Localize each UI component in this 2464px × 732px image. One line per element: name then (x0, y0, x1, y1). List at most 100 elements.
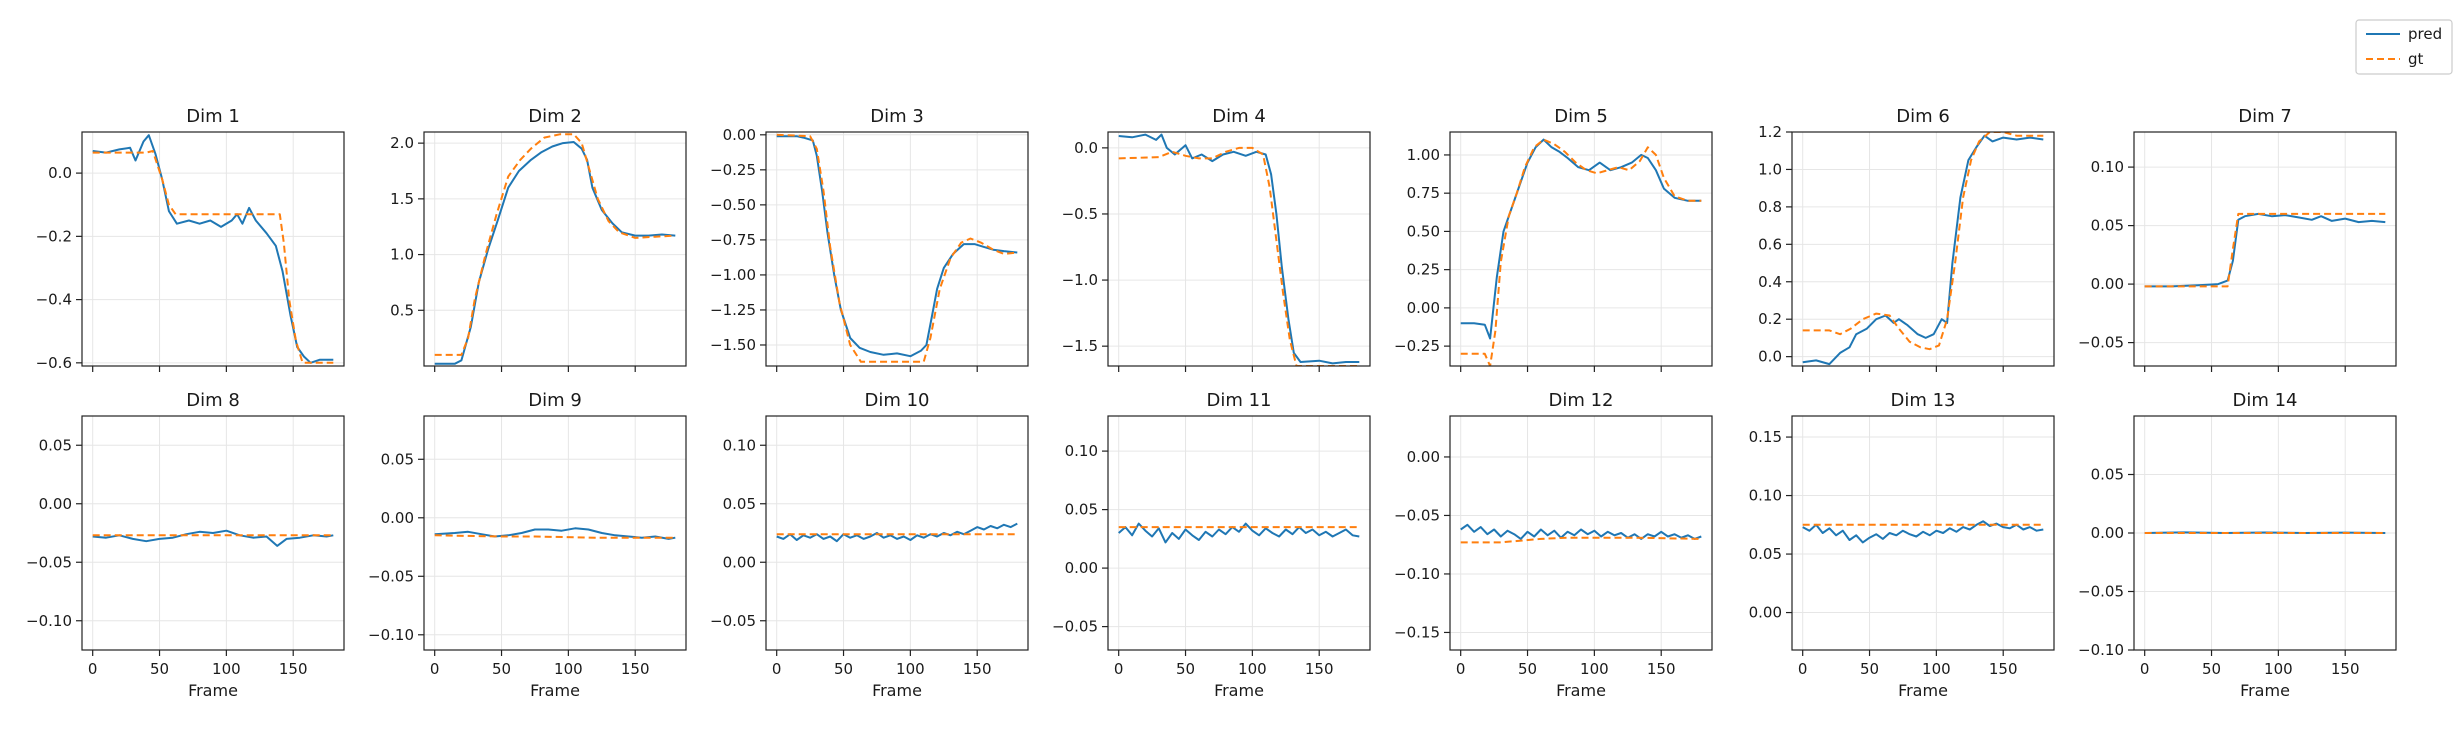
x-tick-label: 100 (1922, 660, 1951, 678)
x-tick-label: 150 (2331, 660, 2360, 678)
y-tick-label: 0.10 (723, 436, 756, 454)
y-tick-label: −0.6 (36, 354, 72, 372)
y-tick-label: 0.00 (723, 126, 756, 144)
x-tick-label: 150 (279, 660, 308, 678)
y-tick-label: −1.25 (710, 301, 756, 319)
y-tick-label: 0.00 (39, 495, 72, 513)
y-tick-label: 0.00 (2091, 524, 2124, 542)
series-line-pred (2144, 212, 2386, 288)
x-tick-label: 50 (2202, 660, 2221, 678)
y-tick-label: −0.05 (1394, 506, 1440, 524)
x-axis-label: Frame (1556, 681, 1606, 700)
axes-frame (423, 131, 687, 367)
series-line-pred (434, 527, 676, 540)
y-tick-label: −0.75 (710, 231, 756, 249)
x-tick-label: 100 (212, 660, 241, 678)
subplot-title: Dim 2 (528, 106, 582, 127)
y-tick-label: 0.10 (2091, 158, 2124, 176)
series-line-pred (1118, 522, 1360, 544)
axes-frame (765, 415, 1029, 651)
series-line-gt (92, 150, 334, 364)
axes-frame (1449, 415, 1713, 651)
x-tick-label: 50 (1176, 660, 1195, 678)
x-tick-label: 0 (2140, 660, 2150, 678)
y-tick-label: 0.05 (2091, 217, 2124, 235)
y-tick-label: 1.00 (1407, 146, 1440, 164)
series-line-gt (1802, 132, 2044, 351)
series-line-pred (1118, 133, 1360, 365)
y-tick-label: −0.10 (2078, 641, 2124, 659)
y-tick-label: −0.10 (1394, 565, 1440, 583)
y-tick-label: 0.00 (1065, 559, 1098, 577)
series-line-pred (92, 134, 334, 364)
series-line-pred (776, 135, 1018, 358)
y-tick-label: 0.05 (1065, 501, 1098, 519)
subplot-title: Dim 1 (186, 106, 240, 127)
subplot-title: Dim 9 (528, 390, 582, 411)
subplot-14: 0 50 100 150 −0.10 −0.05 0.00 0.05 Dim 14 Frame (2078, 390, 2397, 700)
y-tick-label: 2.0 (390, 134, 414, 152)
y-tick-label: 0.05 (39, 436, 72, 454)
subplot-title: Dim 14 (2232, 390, 2297, 411)
subplot-title: Dim 10 (864, 390, 929, 411)
x-tick-label: 100 (2264, 660, 2293, 678)
subplot-13: 0 50 100 150 0.00 0.05 0.10 0.15 Dim 13 Frame (1749, 390, 2055, 700)
y-tick-label: 0.6 (1758, 235, 1782, 253)
y-tick-label: 0.0 (1758, 348, 1782, 366)
subplot-9: 0 50 100 150 −0.10 −0.05 0.00 0.05 Dim 9 Frame (368, 390, 687, 700)
x-axis-label: Frame (872, 681, 922, 700)
series-line-pred (1460, 523, 1702, 540)
y-tick-label: 0.00 (2091, 275, 2124, 293)
y-tick-label: −1.00 (710, 266, 756, 284)
subplot-11: 0 50 100 150 −0.05 0.00 0.05 0.10 Dim 11 Frame (1052, 390, 1371, 700)
legend-label-gt: gt (2408, 50, 2424, 68)
subplot-title: Dim 4 (1212, 106, 1266, 127)
y-tick-label: −0.25 (1394, 337, 1440, 355)
y-tick-label: 0.05 (2091, 466, 2124, 484)
y-tick-label: 1.0 (1758, 160, 1782, 178)
subplot-title: Dim 12 (1548, 390, 1613, 411)
series-line-pred (1460, 138, 1702, 340)
y-tick-label: −1.50 (710, 336, 756, 354)
axes-frame (81, 131, 345, 367)
y-tick-label: 0.00 (1407, 299, 1440, 317)
y-tick-label: −0.05 (2078, 334, 2124, 352)
subplot-title: Dim 8 (186, 390, 240, 411)
y-tick-label: −0.5 (1062, 205, 1098, 223)
legend: pred gt (2355, 19, 2453, 75)
legend-label-pred: pred (2408, 25, 2442, 43)
y-tick-label: 0.05 (1749, 545, 1782, 563)
y-tick-label: −0.10 (368, 626, 414, 644)
y-tick-label: −0.05 (710, 612, 756, 630)
y-tick-label: −1.0 (1062, 271, 1098, 289)
x-tick-label: 100 (896, 660, 925, 678)
subplot-title: Dim 11 (1206, 390, 1271, 411)
series-line-gt (1118, 146, 1360, 366)
subplot-12: 0 50 100 150 −0.15 −0.10 −0.05 0.00 Dim 12 Frame (1394, 390, 1713, 700)
axes-frame (1791, 131, 2055, 367)
x-tick-label: 150 (1989, 660, 2018, 678)
axes-frame (1791, 415, 2055, 651)
y-tick-label: 0.00 (381, 509, 414, 527)
y-tick-label: −0.05 (2078, 583, 2124, 601)
series-line-gt (776, 133, 1018, 363)
x-axis-label: Frame (530, 681, 580, 700)
y-tick-label: 0.15 (1749, 428, 1782, 446)
x-tick-label: 0 (772, 660, 782, 678)
y-tick-label: −0.50 (710, 196, 756, 214)
subplot-2: 0.5 1.0 1.5 2.0 Dim 2 (390, 106, 687, 372)
y-tick-label: −0.2 (36, 227, 72, 245)
y-tick-label: 0.2 (1758, 310, 1782, 328)
subplot-7: −0.05 0.00 0.05 0.10 Dim 7 (2078, 106, 2397, 372)
x-tick-label: 50 (834, 660, 853, 678)
y-tick-label: 1.5 (390, 190, 414, 208)
x-tick-label: 150 (963, 660, 992, 678)
y-tick-label: 0.8 (1758, 198, 1782, 216)
y-tick-label: 0.05 (723, 495, 756, 513)
y-tick-label: 0.50 (1407, 222, 1440, 240)
axes-frame (765, 131, 1029, 367)
x-tick-label: 100 (1580, 660, 1609, 678)
y-tick-label: −0.10 (26, 612, 72, 630)
y-tick-label: 0.5 (390, 301, 414, 319)
x-tick-label: 0 (1114, 660, 1124, 678)
